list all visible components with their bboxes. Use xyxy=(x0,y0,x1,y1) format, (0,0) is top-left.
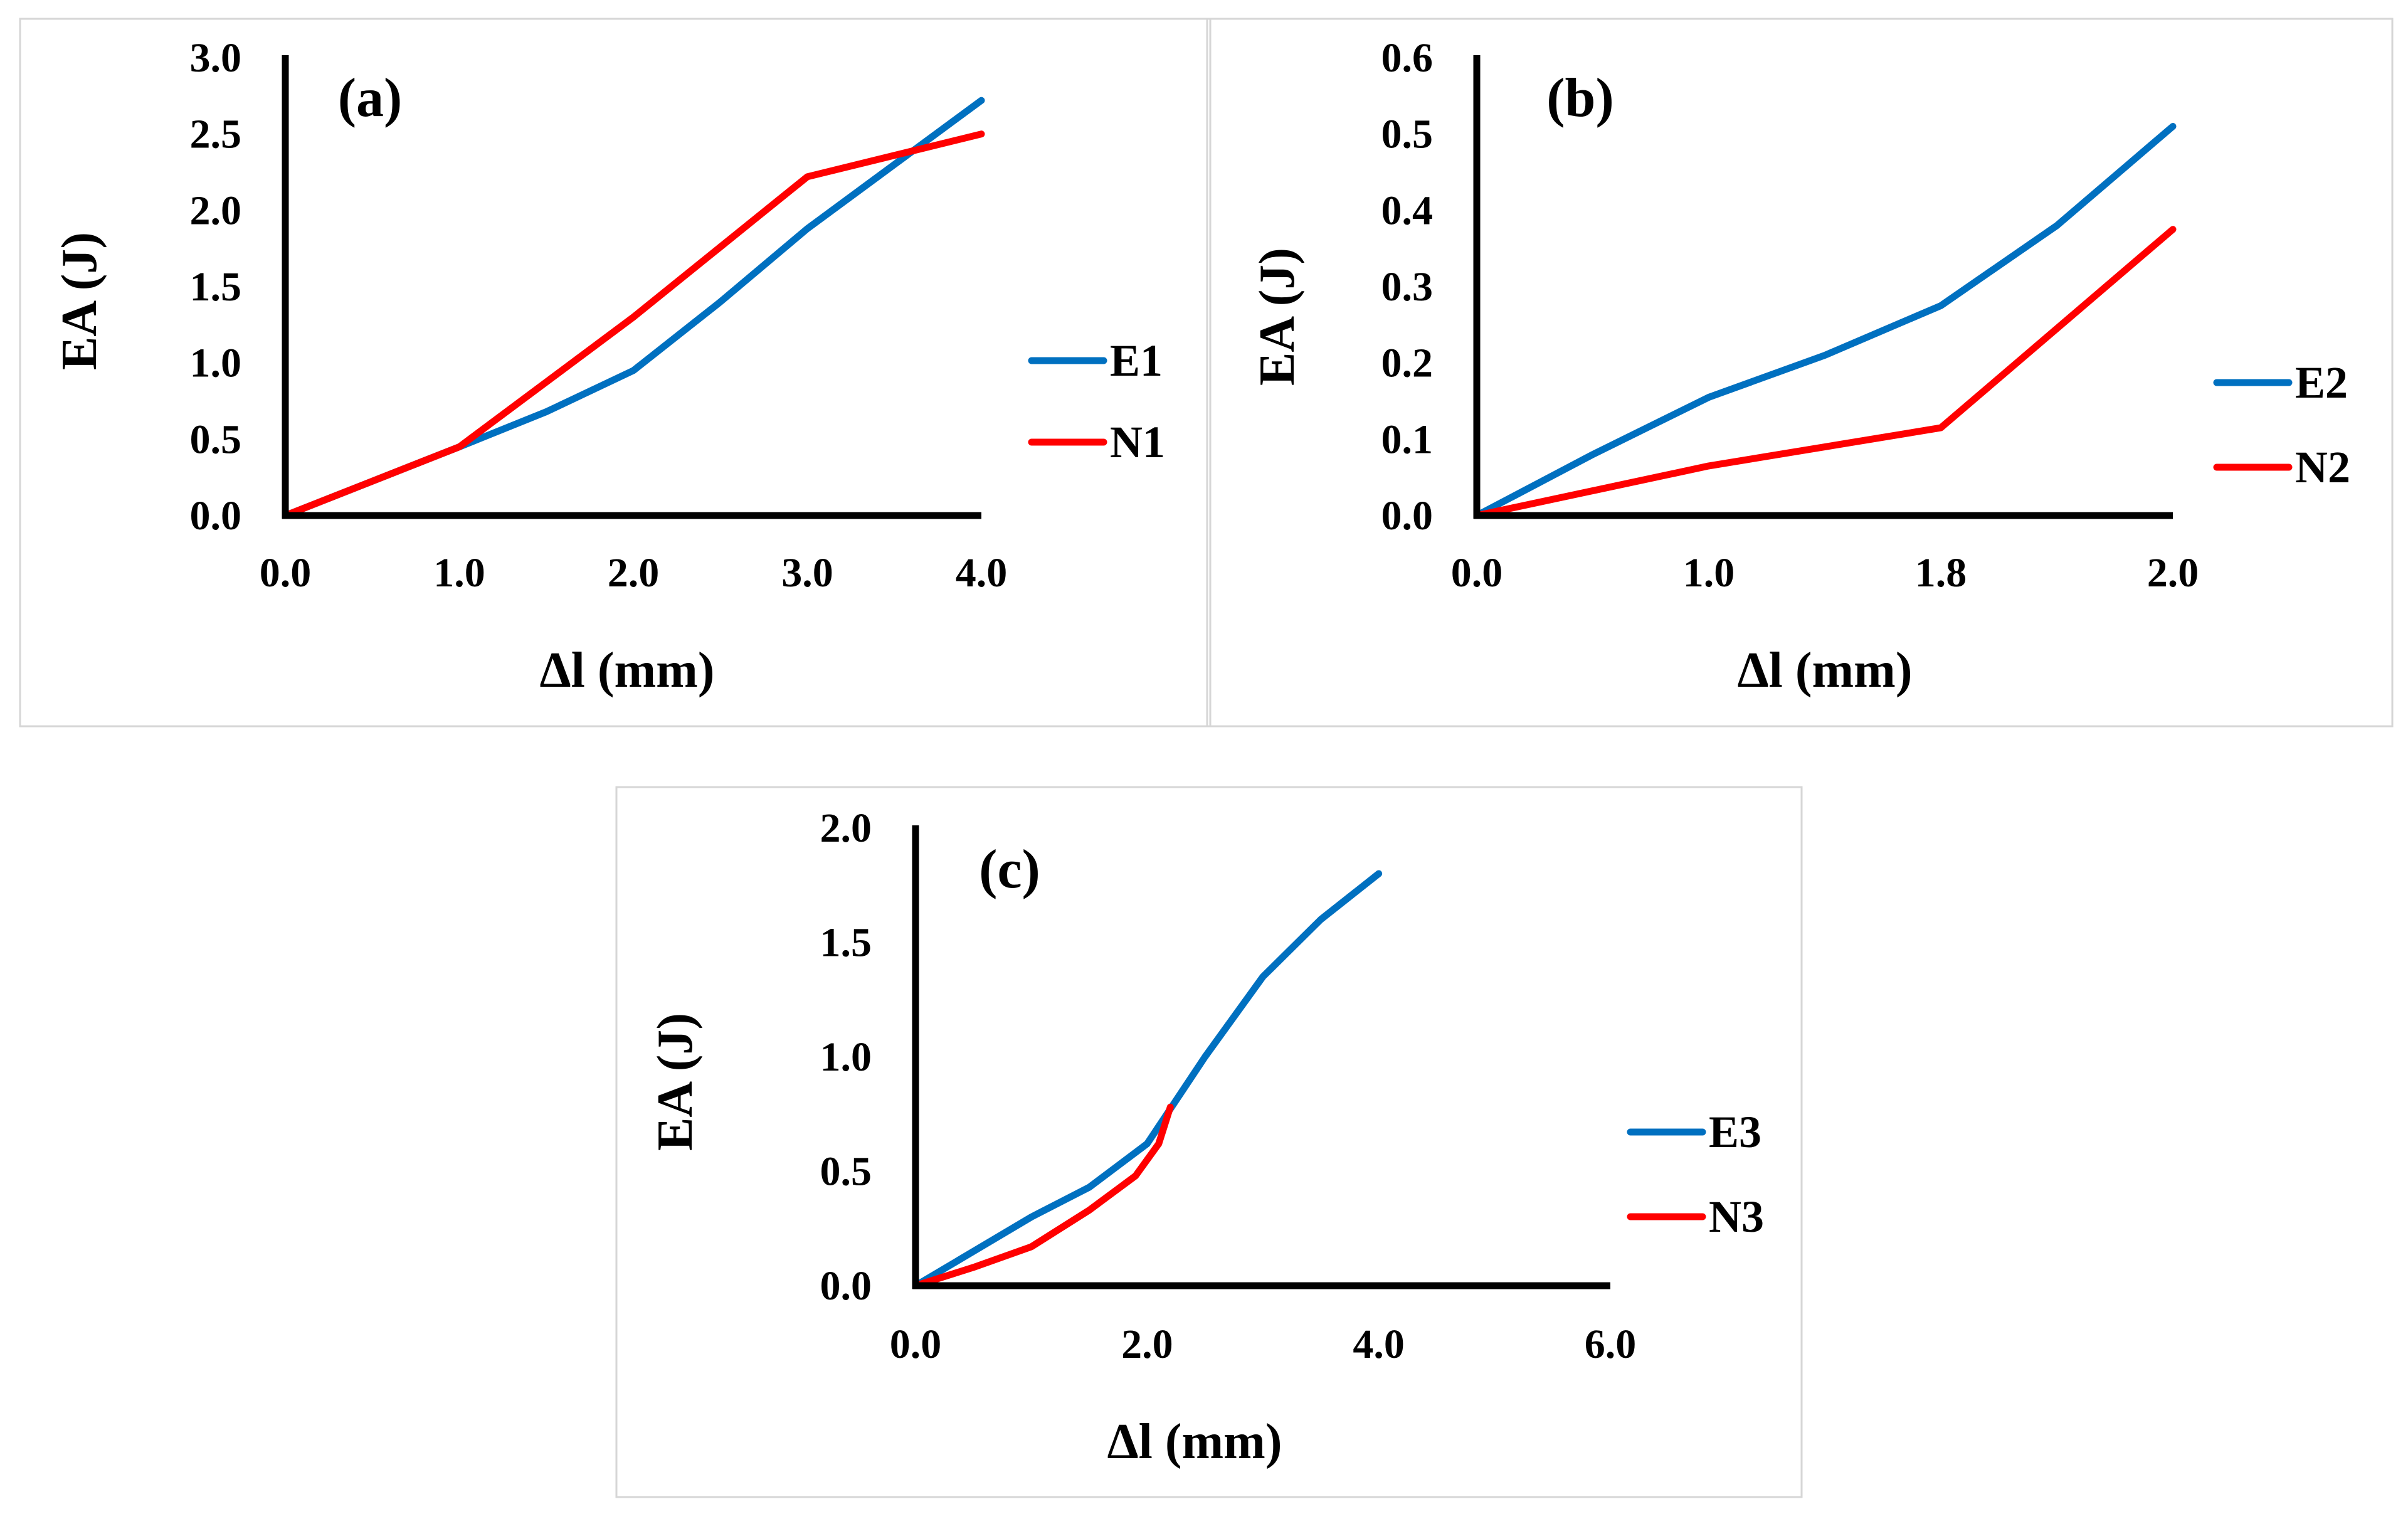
x-tick-label: 0.0 xyxy=(890,1321,942,1367)
panel-a-frame xyxy=(19,18,1212,728)
y-tick-label: 1.5 xyxy=(820,920,872,966)
x-axis-label: Δl (mm) xyxy=(1107,1414,1282,1469)
y-tick-label: 3.0 xyxy=(190,35,242,81)
chart-b: 0.0 0.1 0.2 0.3 0.4 0.5 0.6 0.0 1.0 1.8 2.0 (b) EA (… xyxy=(1250,35,2350,698)
y-axis-label: EA (J) xyxy=(1250,248,1305,386)
y-tick-label: 2.5 xyxy=(190,112,242,157)
x-tick-label: 2.0 xyxy=(2147,550,2199,596)
legend-label-e3: E3 xyxy=(1709,1107,1761,1157)
panel-c-frame xyxy=(615,786,1803,1498)
y-tick-label: 2.0 xyxy=(190,188,242,233)
y-tick-label: 0.5 xyxy=(820,1149,872,1195)
y-tick-label: 0.3 xyxy=(1381,264,1434,310)
legend-label-n1: N1 xyxy=(1110,417,1165,467)
series-line-e3 xyxy=(912,870,1383,1289)
y-tick-label: 0.5 xyxy=(190,416,242,462)
x-tick-label: 1.0 xyxy=(433,550,485,596)
legend-label-e2: E2 xyxy=(2295,357,2348,408)
y-tick-label: 1.0 xyxy=(190,341,242,386)
x-tick-label: 1.0 xyxy=(1683,550,1735,596)
series-line-n3 xyxy=(912,1103,1174,1289)
legend: E1 N1 xyxy=(1028,336,1165,467)
y-tick-label: 0.5 xyxy=(1381,112,1434,157)
series-line-e2 xyxy=(1473,123,2177,519)
x-tick-label: 2.0 xyxy=(608,550,660,596)
legend-label-e1: E1 xyxy=(1110,336,1163,386)
y-tick-label: 2.0 xyxy=(820,805,872,851)
y-tick-label: 1.5 xyxy=(190,264,242,310)
y-tick-label: 1.0 xyxy=(820,1034,872,1080)
series-line-n2 xyxy=(1473,226,2177,519)
x-axis-label: Δl (mm) xyxy=(1738,643,1913,698)
y-tick-label: 0.0 xyxy=(1381,493,1434,539)
panel-label: (b) xyxy=(1546,68,1614,129)
x-tick-label: 6.0 xyxy=(1585,1321,1637,1367)
x-tick-label: 4.0 xyxy=(1353,1321,1405,1367)
series-line-n1 xyxy=(282,130,985,519)
legend-label-n3: N3 xyxy=(1709,1192,1764,1242)
x-tick-label: 3.0 xyxy=(781,550,833,596)
x-tick-label: 2.0 xyxy=(1121,1321,1173,1367)
x-tick-label: 1.8 xyxy=(1915,550,1967,596)
legend-label-n2: N2 xyxy=(2295,442,2350,492)
y-tick-label: 0.6 xyxy=(1381,35,1434,81)
y-tick-label: 0.1 xyxy=(1381,416,1434,462)
x-tick-label: 0.0 xyxy=(260,550,312,596)
panel-label: (a) xyxy=(338,68,403,129)
y-tick-label: 0.4 xyxy=(1381,188,1434,233)
legend: E2 N2 xyxy=(2213,357,2350,492)
y-tick-label: 0.0 xyxy=(820,1263,872,1309)
y-tick-label: 0.2 xyxy=(1381,341,1434,386)
legend: E3 N3 xyxy=(1627,1107,1764,1242)
x-tick-label: 4.0 xyxy=(956,550,1008,596)
panel-label: (c) xyxy=(979,839,1040,900)
y-axis-label: EA (J) xyxy=(52,232,107,370)
chart-c: 0.0 0.5 1.0 1.5 2.0 0.0 2.0 4.0 6.0 (c) EA (J) Δl (… xyxy=(648,805,1764,1469)
y-axis-label: EA (J) xyxy=(648,1013,703,1151)
y-tick-label: 0.0 xyxy=(190,493,242,539)
x-tick-label: 0.0 xyxy=(1451,550,1503,596)
chart-a: 0.0 0.5 1.0 1.5 2.0 2.5 3.0 0.0 1.0 2.0 3.0 4.0 (a) E… xyxy=(52,35,1165,698)
series-line-e1 xyxy=(282,97,985,519)
panel-b-frame xyxy=(1206,18,2394,728)
x-axis-label: Δl (mm) xyxy=(540,643,715,698)
